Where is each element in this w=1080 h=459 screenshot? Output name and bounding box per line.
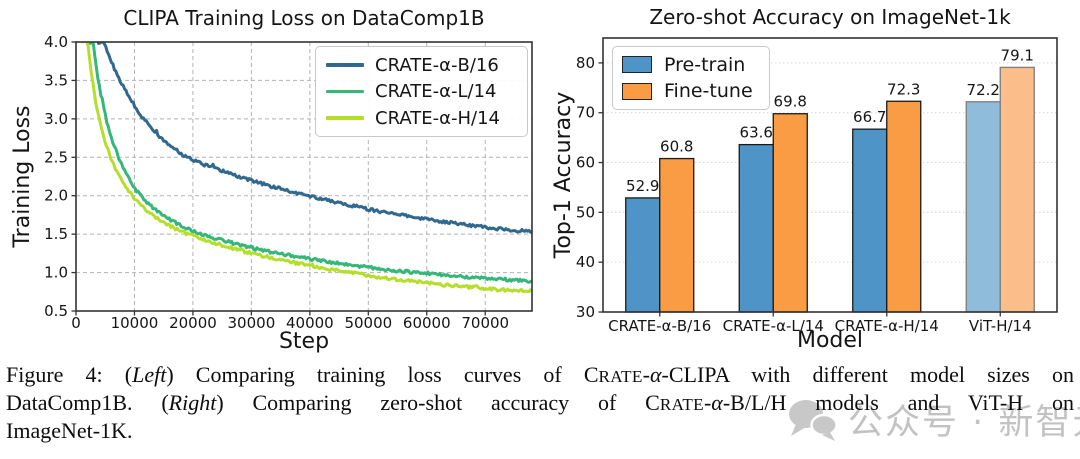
y-tick-label: 80	[576, 54, 595, 72]
y-axis-label: Training Loss	[10, 105, 35, 248]
caption-line: DataComp1B. (Right) Comparing zero-shot …	[6, 390, 1074, 418]
legend-rect-swatch	[622, 82, 652, 100]
chart-title: Zero-shot Accuracy on ImageNet-1k	[649, 5, 1011, 29]
plot-border	[75, 41, 533, 312]
y-tick-label: 2.5	[44, 148, 68, 166]
y-tick-label: 0.5	[44, 302, 68, 320]
figure-caption: Figure 4: (Left) Comparing training loss…	[6, 362, 1074, 444]
caption-segment: α	[711, 390, 723, 415]
chart-title: CLIPA Training Loss on DataComp1B	[123, 6, 485, 30]
legend-line-swatch	[326, 89, 364, 94]
caption-segment: C	[583, 362, 599, 387]
bar-value-label: 60.8	[660, 138, 693, 156]
loss-curve	[86, 42, 532, 284]
caption-segment: DataComp1B. (	[6, 390, 169, 415]
x-tick-label: 20000	[169, 314, 217, 332]
legend-label: CRATE-α-H/14	[375, 107, 500, 129]
y-tick-label: 60	[576, 154, 595, 172]
caption-line: Figure 4: (Left) Comparing training loss…	[6, 362, 1074, 390]
legend-label: CRATE-α-L/14	[375, 81, 497, 102]
legend-label: CRATE-α-B/16	[375, 54, 499, 76]
x-tick-label: 70000	[461, 314, 509, 332]
y-axis-label: Top-1 Accuracy	[551, 91, 576, 259]
legend: CRATE-α-B/16 CRATE-α-L/14 CRATE-α-H/14	[315, 46, 528, 137]
x-axis-label: Model	[796, 328, 864, 353]
legend-entry: CRATE-α-B/16	[326, 55, 517, 76]
legend-entry: CRATE-α-L/14	[326, 81, 517, 102]
x-category-label: CRATE-α-H/14	[835, 317, 939, 335]
caption-segment: -B/L/H models and ViT-H on	[722, 390, 1074, 415]
bar	[886, 100, 922, 313]
y-tick-label: 40	[576, 253, 595, 271]
y-tick-label: 3.0	[44, 110, 68, 128]
caption-segment: Left	[132, 362, 167, 387]
bar-value-label: 66.7	[853, 108, 886, 126]
legend-entry: CRATE-α-H/14	[326, 108, 517, 129]
bar	[659, 157, 695, 313]
loss-curve	[80, 42, 532, 294]
legend-entry: Fine-tune	[622, 80, 760, 102]
x-axis-label: Step	[278, 329, 330, 354]
training-loss-chart: 0 10000 20000 30000 40000 50000 60000 70000 0.5 1…	[0, 0, 545, 358]
y-tick-label: 3.5	[44, 71, 68, 89]
accuracy-plot: 52.9 60.8 CRATE-α-B/16 63.669.8 CRATE-α-L/14…	[576, 37, 1058, 335]
bar	[625, 197, 661, 313]
x-tick-label: 60000	[403, 314, 451, 332]
loss-curve	[96, 42, 532, 234]
caption-segment: -	[703, 390, 712, 415]
x-tick-label: 50000	[344, 314, 392, 332]
bar	[999, 66, 1035, 313]
training-loss-plot: 0 10000 20000 30000 40000 50000 60000 70000 0.5 1…	[44, 33, 533, 332]
y-tick-label: 1.0	[44, 264, 68, 282]
bar-value-label: 63.6	[740, 124, 773, 142]
x-tick-label: 0	[71, 314, 81, 332]
legend-label: Fine-tune	[664, 80, 753, 103]
x-category-label: ViT-H/14	[969, 317, 1032, 335]
y-tick-label: 70	[576, 104, 595, 122]
x-category-label: CRATE-α-L/14	[723, 317, 824, 335]
legend-label: Pre-train	[664, 53, 746, 76]
legend-line-swatch	[326, 116, 364, 120]
x-tick-label: 30000	[228, 314, 276, 332]
y-tick-label: 2.0	[44, 187, 68, 205]
x-tick-label: 40000	[286, 314, 334, 332]
y-tick-label: 4.0	[44, 33, 68, 51]
watermark: 公众号 · 新智元	[786, 394, 1080, 445]
caption-segment: RATE	[659, 395, 704, 414]
y-tick-label: 50	[576, 203, 595, 221]
caption-segment: Right	[168, 390, 217, 415]
bar-value-label: 79.1	[1001, 46, 1034, 64]
legend-rect-swatch	[622, 56, 652, 74]
bar	[772, 113, 808, 313]
bar	[738, 143, 774, 313]
x-category-label: CRATE-α-B/16	[608, 317, 711, 335]
caption-segment: Figure 4: (	[6, 362, 133, 387]
bar-value-label: 69.8	[774, 93, 807, 111]
caption-segment: -CLIPA with different model sizes on	[661, 362, 1074, 387]
caption-segment: ImageNet-1K.	[6, 418, 133, 443]
caption-segment: -	[642, 362, 650, 387]
legend: Pre-train Fine-tune	[612, 46, 770, 110]
legend-entry: Pre-train	[622, 54, 760, 76]
caption-segment: C	[645, 390, 660, 415]
bar-value-label: 72.3	[887, 80, 920, 98]
plot-border	[602, 37, 1058, 313]
caption-line: ImageNet-1K.	[6, 418, 1074, 444]
chat-bubbles-icon	[789, 399, 838, 441]
y-tick-label: 1.5	[44, 225, 68, 243]
zero-shot-accuracy-chart: 52.9 60.8 CRATE-α-B/16 63.6 69.8 CRATE-α-L/14…	[545, 0, 1080, 358]
bar	[965, 101, 1001, 313]
legend-line-swatch	[326, 63, 364, 67]
x-tick-label: 10000	[111, 314, 159, 332]
bar	[852, 128, 888, 313]
y-tick-label: 30	[576, 303, 595, 321]
bar-value-label: 52.9	[626, 177, 659, 195]
bar-value-label: 72.2	[967, 81, 1000, 99]
caption-segment: ) Comparing training loss curves of	[166, 362, 584, 387]
caption-segment: ) Comparing zero-shot accuracy of	[216, 390, 646, 415]
caption-segment: α	[649, 362, 662, 387]
watermark-text: 公众号 · 新智元	[848, 403, 1080, 443]
caption-segment: RATE	[598, 367, 643, 386]
